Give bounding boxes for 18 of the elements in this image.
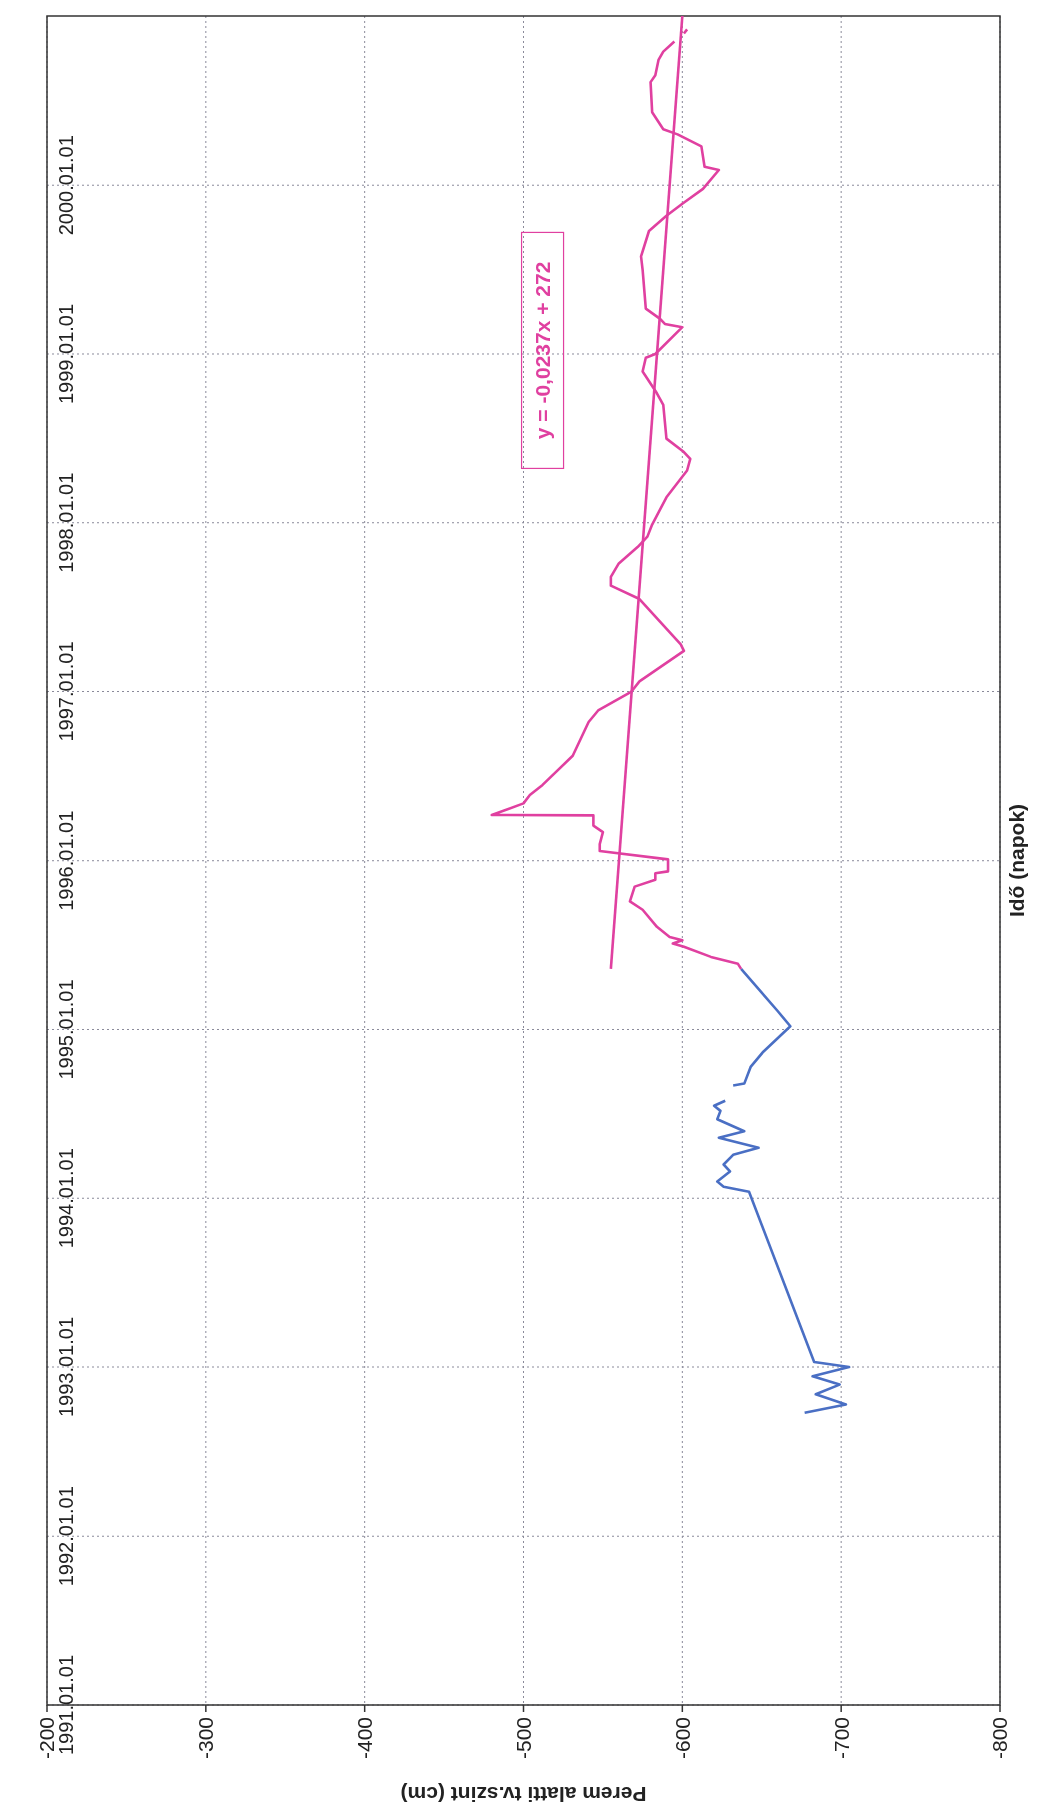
x-tick-label: -600 (670, 1717, 694, 1760)
x-tick-label: -700 (829, 1717, 853, 1760)
y-tick-label: 1992.01.01 (55, 1486, 77, 1587)
x-tick-label: -500 (511, 1717, 535, 1760)
x-tick-label: -400 (353, 1717, 377, 1760)
y-tick-label: 1995.01.01 (55, 979, 77, 1080)
y-tick-label: 1998.01.01 (55, 472, 77, 573)
y-tick-label: 2000.01.01 (55, 135, 77, 236)
y-tick-label: 1999.01.01 (55, 303, 77, 405)
x-axis-title: Perem alatti tv.szint (cm) (400, 1783, 647, 1806)
x-tick-label: -800 (988, 1717, 1012, 1760)
y-tick-label: 1993.01.01 (55, 1316, 77, 1418)
annotation: y = -0,0237x + 272 (530, 261, 554, 440)
y-axis-title: Idő (napok) (1005, 803, 1028, 918)
y-tick-label: 1997.01.01 (55, 641, 77, 742)
y-tick-label: 1996.01.01 (55, 810, 77, 911)
x-tick-label: -300 (194, 1717, 218, 1760)
y-tick-label: 1994.01.01 (55, 1148, 77, 1249)
